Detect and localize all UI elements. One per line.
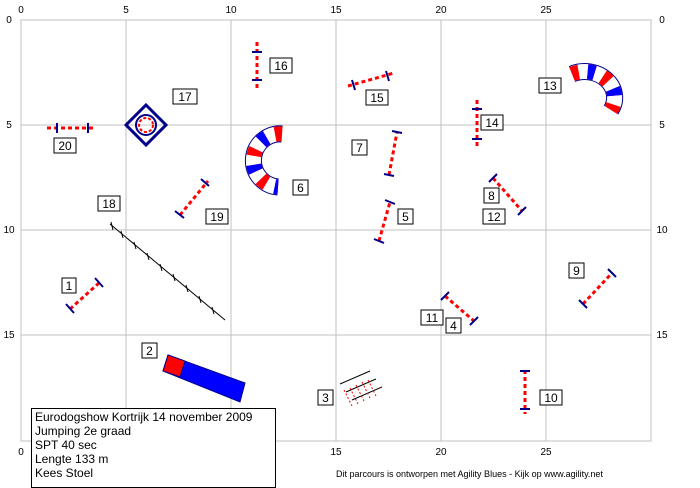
- jump-16: [252, 42, 262, 88]
- jump-19: [174, 178, 210, 219]
- label-14: 14: [480, 114, 504, 131]
- x-tick-bottom-0: 0: [18, 447, 24, 458]
- label-4: 4: [445, 317, 462, 334]
- jump-1: [65, 277, 104, 314]
- x-tick-top-10: 10: [225, 5, 237, 16]
- label-6: 6: [292, 179, 309, 196]
- y-tick-left-5: 5: [6, 120, 12, 131]
- label-9: 9: [568, 262, 585, 279]
- jump-11: [440, 291, 479, 326]
- svg-text:3: 3: [322, 391, 329, 405]
- label-1: 1: [61, 277, 77, 294]
- y-tick-right-15: 15: [656, 330, 668, 341]
- y-tick-right-10: 10: [656, 225, 668, 236]
- label-15: 15: [365, 89, 389, 106]
- x-tick-top-0: 0: [18, 5, 24, 16]
- dogwalk-18: [109, 221, 226, 321]
- label-16: 16: [269, 57, 293, 74]
- x-tick-bottom-20: 20: [435, 447, 447, 458]
- jump-5: [373, 199, 396, 244]
- x-tick-top-15: 15: [330, 5, 342, 16]
- label-10: 10: [539, 389, 563, 406]
- label-2: 2: [141, 342, 158, 359]
- svg-text:18: 18: [102, 197, 116, 211]
- jump-14: [472, 100, 482, 146]
- label-7: 7: [351, 139, 368, 156]
- tunnel-6: [245, 125, 283, 196]
- svg-text:5: 5: [402, 210, 409, 224]
- svg-text:16: 16: [274, 59, 288, 73]
- svg-text:9: 9: [573, 264, 580, 278]
- y-tick-left-15: 15: [3, 330, 15, 341]
- svg-text:11: 11: [426, 311, 439, 325]
- svg-text:12: 12: [487, 210, 501, 224]
- label-13: 13: [538, 77, 562, 94]
- svg-text:2: 2: [146, 344, 153, 358]
- standard-time: SPT 40 sec: [35, 438, 97, 452]
- x-tick-top-20: 20: [435, 5, 447, 16]
- tunnel-2: [162, 354, 246, 403]
- svg-text:8: 8: [488, 189, 495, 203]
- event-title: Eurodogshow Kortrijk 14 november 2009: [35, 410, 253, 424]
- jump-10: [520, 370, 530, 414]
- x-tick-bottom-15: 15: [330, 447, 342, 458]
- class-name: Jumping 2e graad: [35, 424, 132, 438]
- label-11: 11: [420, 309, 444, 326]
- svg-text:17: 17: [178, 90, 192, 104]
- y-tick-left-0: 0: [6, 15, 12, 26]
- tunnel-13: [568, 63, 624, 115]
- jump-20: [47, 123, 96, 133]
- svg-text:20: 20: [58, 139, 72, 153]
- svg-text:7: 7: [356, 141, 363, 155]
- course-info-box: Eurodogshow Kortrijk 14 november 2009 Ju…: [31, 408, 276, 488]
- label-5: 5: [397, 208, 414, 225]
- jump-9: [578, 268, 617, 309]
- jump-8: [488, 173, 527, 216]
- y-tick-right-5: 5: [659, 120, 665, 131]
- label-12: 12: [482, 208, 506, 225]
- svg-text:13: 13: [543, 79, 557, 93]
- y-tick-right-0: 0: [659, 15, 665, 26]
- x-tick-top-25: 25: [540, 5, 552, 16]
- course-length: Lengte 133 m: [35, 452, 109, 466]
- weave-3: [339, 370, 383, 407]
- svg-text:10: 10: [544, 391, 558, 405]
- label-20: 20: [53, 137, 77, 154]
- svg-text:6: 6: [297, 181, 304, 195]
- x-tick-top-5: 5: [123, 5, 129, 16]
- label-19: 19: [205, 208, 229, 225]
- y-tick-left-10: 10: [3, 225, 15, 236]
- svg-text:15: 15: [370, 91, 384, 105]
- svg-text:19: 19: [210, 210, 224, 224]
- svg-text:1: 1: [66, 279, 73, 293]
- label-18: 18: [97, 195, 121, 212]
- footer-credit: Dit parcours is ontworpen met Agility Bl…: [336, 469, 603, 479]
- label-3: 3: [317, 389, 334, 406]
- jump-7: [383, 130, 403, 177]
- x-tick-bottom-25: 25: [540, 447, 552, 458]
- tire-17: [123, 102, 169, 148]
- label-17: 17: [172, 88, 198, 105]
- label-8: 8: [483, 187, 500, 204]
- jump-15: [347, 70, 395, 91]
- svg-text:4: 4: [450, 319, 457, 333]
- judge-name: Kees Stoel: [35, 466, 94, 480]
- svg-text:14: 14: [485, 116, 499, 130]
